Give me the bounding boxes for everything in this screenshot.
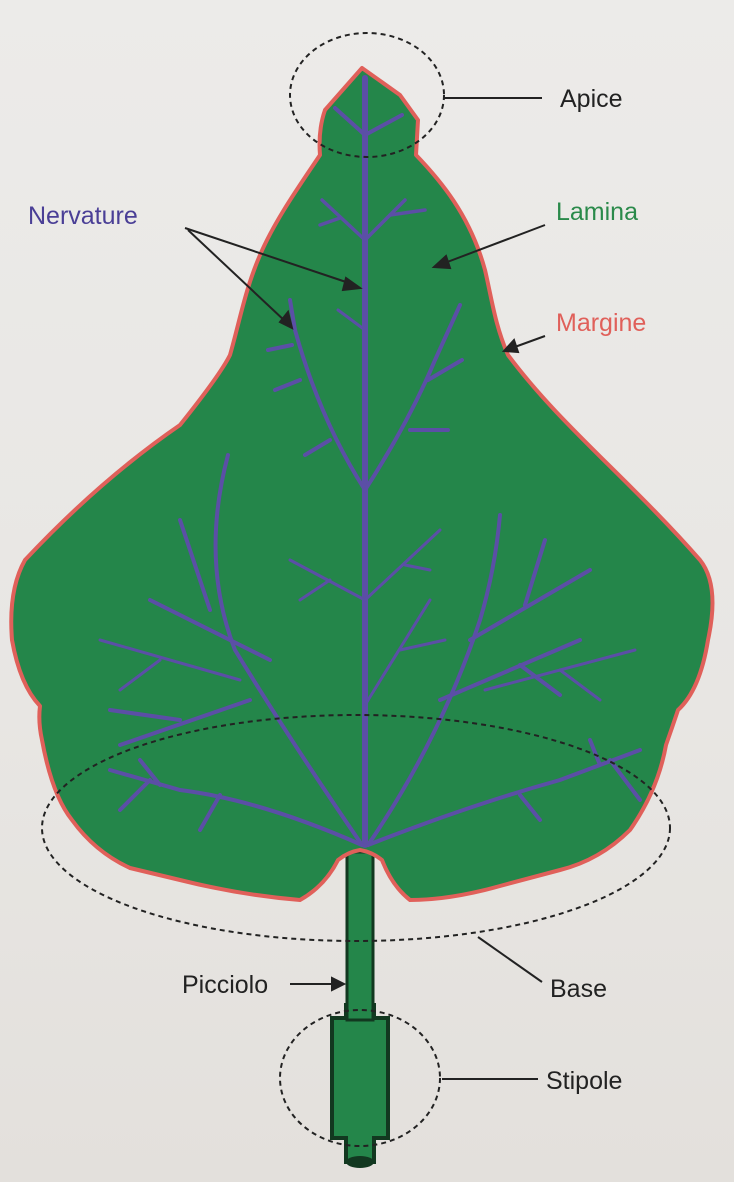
vein-left-branch [98, 638, 242, 692]
vein-apex-left [333, 106, 367, 137]
picciolo-label: Picciolo [182, 971, 268, 999]
lamina-line [441, 224, 546, 265]
nervature-arrowhead-2 [278, 309, 294, 330]
stipole-shape [330, 1003, 390, 1164]
vein-top-right [363, 198, 427, 242]
stipule-circle [279, 1009, 441, 1147]
nervature-label: Nervature [28, 202, 138, 230]
apice-label: Apice [560, 85, 623, 113]
nervature-line-2 [187, 229, 287, 323]
nervature-line-1 [184, 227, 353, 285]
margine-line [511, 335, 546, 349]
leader-lines [184, 97, 546, 1080]
base-label: Base [550, 975, 607, 1003]
base-ellipse [41, 714, 671, 942]
vein-mid-left-small [288, 308, 367, 602]
vein-top-left [318, 198, 367, 242]
stipole-end [346, 1156, 374, 1168]
nervature-arrowhead-1 [341, 276, 363, 292]
veins [98, 75, 642, 848]
margine-arrowhead [501, 338, 520, 354]
vein-base-left [108, 758, 364, 847]
vein-lower-right [366, 513, 592, 847]
vein-upper-left [266, 298, 367, 492]
vein-upper-right [363, 303, 464, 492]
vein-apex-right [363, 113, 404, 137]
petiole [345, 850, 375, 1022]
picciolo-arrowhead [331, 976, 347, 992]
apex-circle [289, 32, 445, 158]
vein-right-branch [483, 648, 637, 702]
vein-lower-left [108, 453, 364, 847]
base-line [477, 936, 543, 983]
stipole-label: Stipole [546, 1067, 622, 1095]
vein-base-right [366, 738, 642, 847]
lamina-label: Lamina [556, 198, 638, 226]
margine-label: Margine [556, 309, 646, 337]
vein-mid-right-small [363, 528, 447, 707]
lamina-arrowhead [431, 254, 452, 270]
